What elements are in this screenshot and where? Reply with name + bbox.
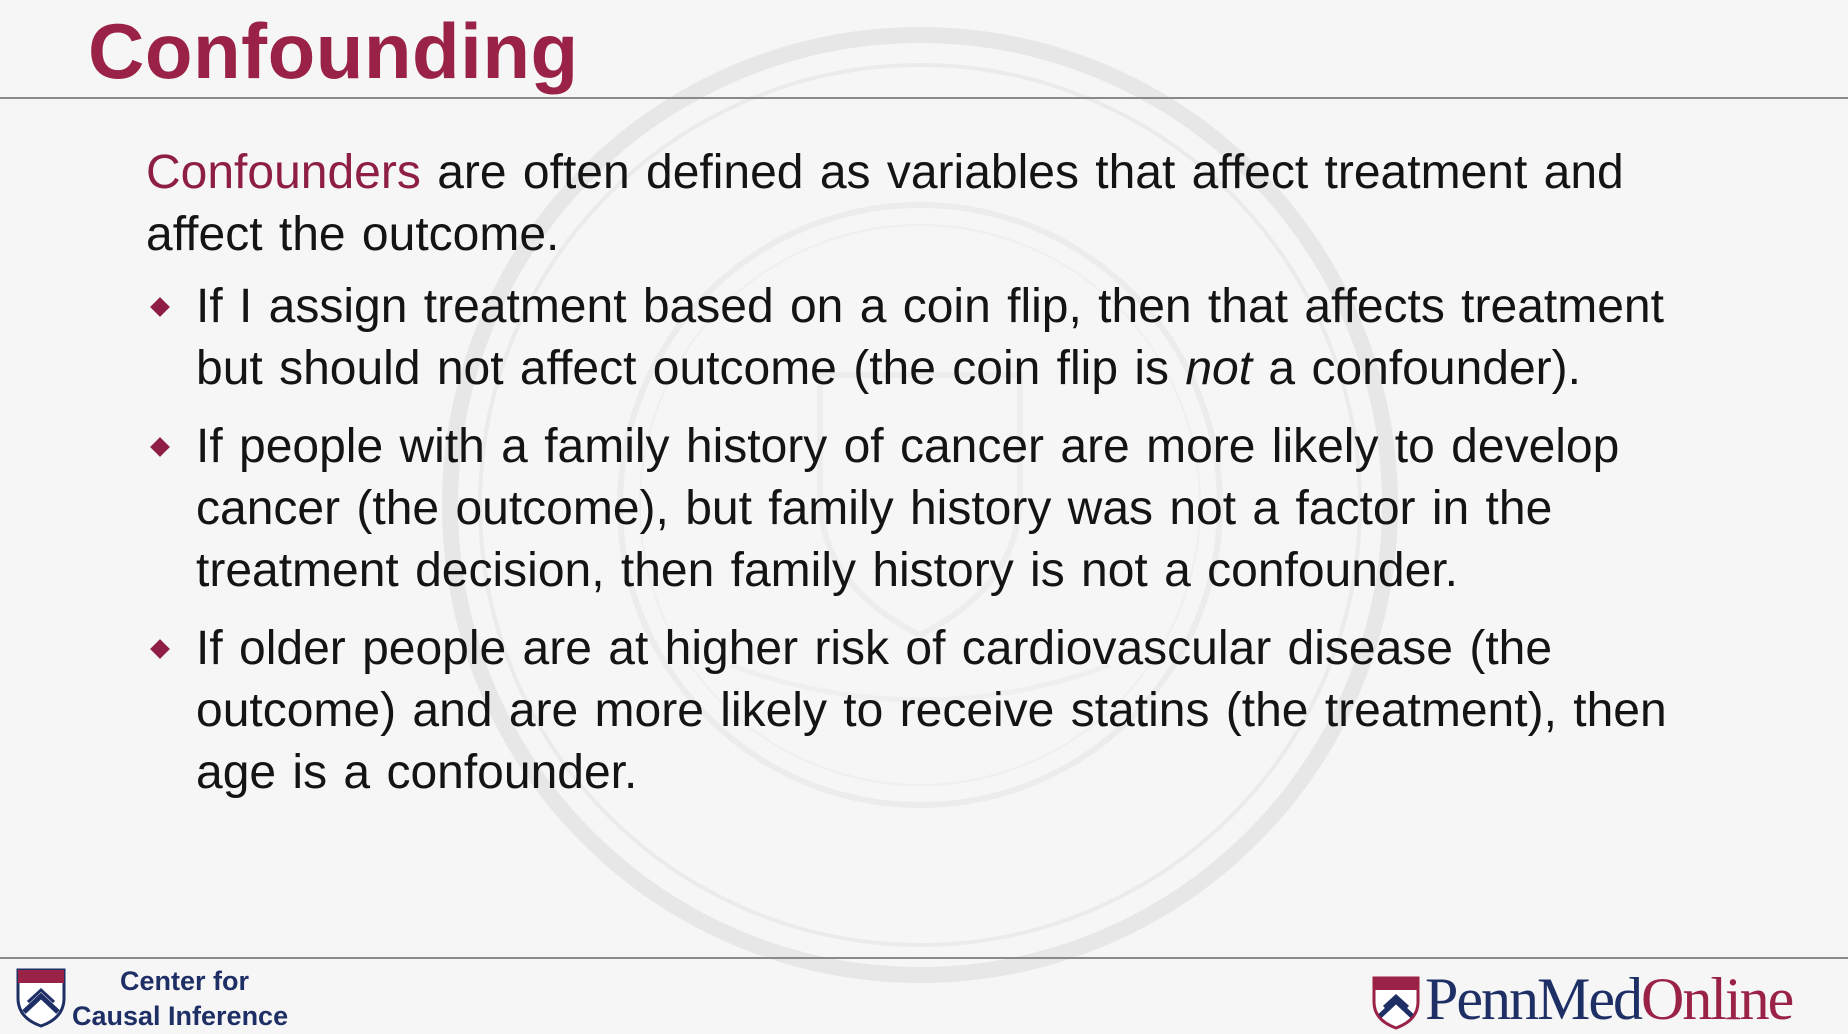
diamond-bullet-icon [150,639,170,659]
bullet-text: If people with a family history of cance… [196,420,1620,597]
bullet-list: If I assign treatment based on a coin fl… [146,276,1736,804]
title-divider [0,97,1848,99]
cci-logo-text: Center for Causal Inference [72,964,288,1034]
bullet-text: If older people are at higher risk of ca… [196,622,1667,799]
bullet-text-before: If I assign treatment based on a coin fl… [196,280,1664,395]
pennmedonline-logo-text: PennMedOnline [1425,966,1794,1032]
intro-text: are often defined as variables that affe… [146,146,1624,261]
cci-line2: Causal Inference [72,1001,289,1031]
pennmed-text: PennMed [1425,966,1643,1032]
penn-shield-icon [16,968,66,1028]
bullet-family-history: If people with a family history of cance… [146,416,1736,602]
bullet-text-after: a confounder). [1252,342,1581,395]
footer-divider [0,957,1848,959]
intro-paragraph: Confounders are often defined as variabl… [146,142,1736,266]
diamond-bullet-icon [150,437,170,457]
diamond-bullet-icon [150,297,170,317]
online-text: Online [1640,966,1794,1032]
bullet-age: If older people are at higher risk of ca… [146,618,1736,804]
slide-content: Confounders are often defined as variabl… [146,142,1736,820]
penn-shield-icon [1372,976,1420,1030]
bullet-coin-flip: If I assign treatment based on a coin fl… [146,276,1736,400]
confounders-term: Confounders [146,146,421,199]
university-seal-icon [442,27,1398,983]
slide-title: Confounding [88,7,579,95]
bullet-emphasis: not [1185,342,1253,395]
cci-line1: Center for [120,966,250,996]
